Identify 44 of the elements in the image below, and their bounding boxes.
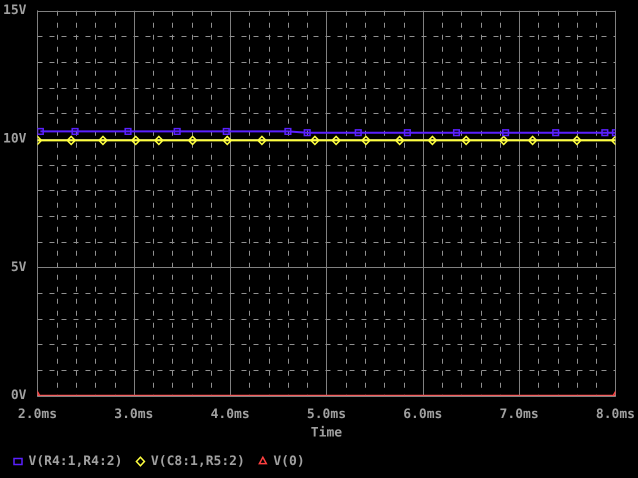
point <box>222 128 230 136</box>
point <box>222 136 232 146</box>
x-tick-label: 3.0ms <box>114 406 154 422</box>
point <box>572 136 582 146</box>
point <box>188 136 198 146</box>
legend-label: V(R4:1,R4:2) <box>28 454 122 469</box>
point <box>394 136 404 146</box>
x-axis-title: Time <box>310 426 342 441</box>
point <box>124 128 132 136</box>
point <box>361 136 371 146</box>
x-tick-label: 5.0ms <box>306 406 346 422</box>
point <box>174 128 181 136</box>
y-tick-label: 0V <box>10 388 27 404</box>
point <box>284 128 292 136</box>
point <box>331 136 341 146</box>
point <box>98 136 108 146</box>
y-tick-label: 10V <box>2 132 27 147</box>
point <box>71 128 79 136</box>
x-tick-label: 8.0ms <box>596 406 636 422</box>
point <box>502 129 510 136</box>
point <box>498 136 508 146</box>
point <box>154 136 164 146</box>
point <box>528 136 538 146</box>
point <box>404 129 411 136</box>
point <box>552 129 560 136</box>
point <box>452 129 460 136</box>
point <box>130 136 140 146</box>
point <box>428 136 438 146</box>
x-tick-label: 7.0ms <box>500 406 539 422</box>
point <box>37 128 44 136</box>
point <box>66 136 76 146</box>
point <box>310 136 320 146</box>
x-tick-label: 4.0ms <box>210 406 250 422</box>
point <box>461 136 471 146</box>
point <box>354 129 362 136</box>
legend-label: V(C8:1,R5:2) <box>150 454 245 469</box>
y-tick-label: 5V <box>10 260 27 275</box>
point <box>304 129 311 136</box>
x-tick-label: 6.0ms <box>403 406 442 422</box>
x-tick-label: 2.0ms <box>18 406 58 422</box>
y-tick-label: 15V <box>2 3 27 18</box>
point <box>257 136 267 146</box>
point <box>601 129 608 136</box>
legend-label: V(0) <box>273 454 305 469</box>
